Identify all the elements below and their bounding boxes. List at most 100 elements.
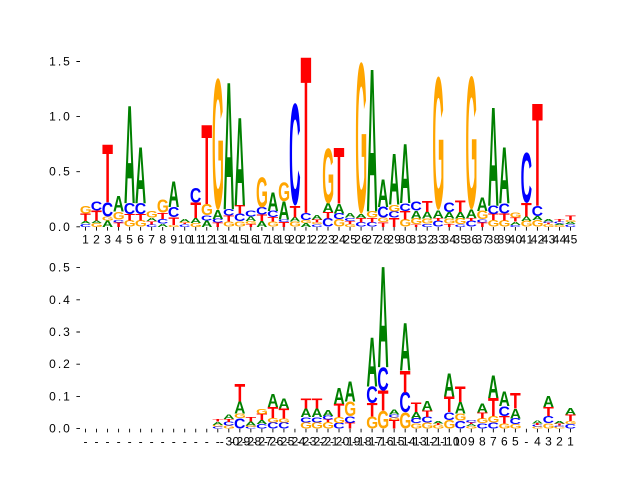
svg-text:G: G — [124, 219, 136, 229]
svg-text:-: - — [242, 434, 246, 448]
svg-text:G: G — [212, 40, 224, 247]
svg-text:T: T — [554, 219, 565, 223]
svg-text:5: 5 — [63, 55, 70, 69]
svg-text:0: 0 — [185, 232, 192, 246]
svg-text:A: A — [565, 405, 576, 416]
svg-text:-: - — [95, 434, 99, 448]
svg-text:-: - — [172, 434, 176, 448]
svg-text:9: 9 — [354, 434, 361, 448]
svg-text:2: 2 — [303, 434, 310, 448]
svg-text:A: A — [234, 93, 245, 233]
svg-text:T: T — [279, 406, 290, 422]
svg-text:A: A — [256, 219, 267, 228]
svg-text:1: 1 — [380, 434, 387, 448]
svg-text:3: 3 — [453, 232, 460, 246]
svg-text:.: . — [58, 325, 61, 339]
svg-text:C: C — [421, 223, 433, 227]
svg-text:G: G — [565, 420, 577, 425]
svg-text:2: 2 — [354, 232, 361, 246]
svg-text:9: 9 — [394, 232, 401, 246]
svg-text:T: T — [245, 415, 256, 423]
svg-text:2: 2 — [431, 434, 438, 448]
svg-text:8: 8 — [383, 232, 390, 246]
svg-text:C: C — [499, 405, 511, 420]
svg-text:-: - — [161, 434, 165, 448]
svg-text:T: T — [367, 399, 378, 421]
svg-text:C: C — [454, 224, 465, 228]
svg-text:T: T — [234, 380, 245, 408]
svg-text:G: G — [399, 217, 411, 229]
svg-text:4: 4 — [115, 232, 122, 246]
svg-text:T: T — [345, 421, 357, 430]
svg-text:1: 1 — [369, 434, 376, 448]
svg-text:3: 3 — [63, 325, 70, 339]
svg-text:C: C — [157, 217, 169, 225]
svg-text:A: A — [289, 216, 301, 223]
svg-text:C: C — [124, 201, 135, 218]
svg-text:3: 3 — [438, 232, 445, 246]
svg-text:A: A — [499, 131, 510, 221]
svg-text:1: 1 — [435, 434, 442, 448]
svg-text:5: 5 — [288, 434, 295, 448]
svg-text:1: 1 — [446, 434, 453, 448]
svg-text:A: A — [212, 421, 223, 426]
svg-text:T: T — [334, 399, 345, 421]
svg-text:C: C — [223, 421, 235, 427]
svg-text:7: 7 — [490, 434, 497, 448]
svg-text:-: - — [106, 434, 110, 448]
svg-text:C: C — [179, 224, 190, 228]
svg-text:.: . — [58, 357, 61, 371]
svg-text:G: G — [499, 219, 511, 229]
svg-text:G: G — [543, 422, 555, 431]
svg-text:C: C — [245, 209, 256, 218]
svg-text:T: T — [157, 211, 168, 220]
svg-text:C: C — [432, 220, 443, 229]
svg-text:T: T — [389, 418, 401, 432]
svg-text:G: G — [256, 168, 268, 216]
svg-text:T: T — [477, 221, 488, 228]
svg-text:C: C — [443, 409, 454, 422]
svg-text:A: A — [378, 173, 389, 216]
svg-text:2: 2 — [556, 434, 563, 448]
svg-text:3: 3 — [545, 434, 552, 448]
svg-text:4: 4 — [534, 434, 541, 448]
svg-text:T: T — [466, 217, 477, 222]
svg-text:T: T — [124, 212, 135, 223]
svg-text:3: 3 — [420, 232, 427, 246]
svg-text:C: C — [454, 419, 466, 431]
svg-text:2: 2 — [343, 232, 350, 246]
svg-text:C: C — [355, 221, 367, 228]
svg-text:C: C — [201, 214, 212, 223]
svg-text:G: G — [289, 220, 301, 229]
svg-text:4: 4 — [509, 232, 516, 246]
svg-text:G: G — [190, 223, 202, 228]
svg-text:0: 0 — [63, 220, 70, 234]
svg-text:T: T — [477, 411, 489, 420]
svg-text:G: G — [300, 421, 312, 431]
svg-text:C: C — [267, 209, 278, 219]
svg-text:1: 1 — [453, 434, 460, 448]
svg-text:A: A — [102, 218, 113, 229]
svg-text:T: T — [146, 220, 157, 226]
svg-text:C: C — [388, 414, 400, 419]
svg-text:C: C — [344, 414, 355, 425]
svg-text:2: 2 — [321, 232, 328, 246]
svg-text:4: 4 — [449, 232, 456, 246]
svg-text:T: T — [113, 221, 124, 228]
svg-text:0: 0 — [49, 357, 56, 371]
svg-text:3: 3 — [225, 434, 232, 448]
svg-text:T: T — [400, 365, 411, 400]
svg-text:A: A — [543, 219, 554, 223]
svg-text:9: 9 — [505, 232, 512, 246]
svg-text:3: 3 — [398, 232, 405, 246]
svg-text:G: G — [300, 220, 312, 224]
svg-text:G: G — [179, 222, 191, 224]
svg-text:T: T — [378, 221, 389, 228]
svg-text:A: A — [367, 323, 378, 402]
svg-text:-: - — [231, 434, 235, 448]
svg-text:7: 7 — [266, 434, 273, 448]
svg-text:.: . — [58, 110, 61, 124]
svg-text:T: T — [488, 212, 499, 222]
svg-text:T: T — [257, 412, 268, 422]
svg-text:-: - — [330, 434, 334, 448]
